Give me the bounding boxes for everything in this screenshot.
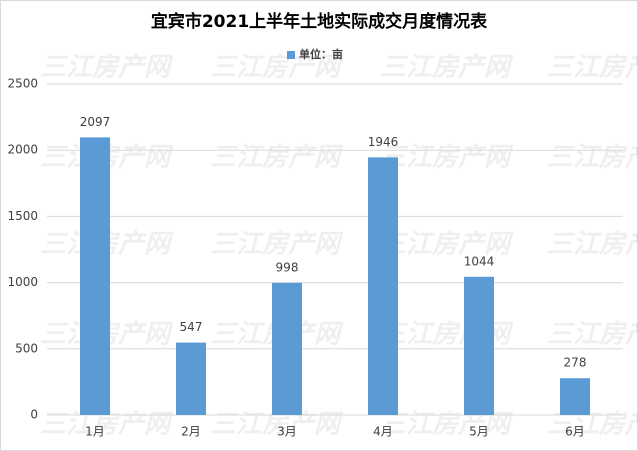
watermark: 三江房产网 [210,230,344,260]
x-tick-label: 4月 [373,425,393,439]
watermark: 三江房产网 [380,143,514,173]
bar [176,342,206,415]
bar [464,276,494,415]
chart-title: 宜宾市2021上半年土地实际成交月度情况表 [151,11,488,32]
y-tick-label: 2500 [7,77,38,91]
legend-swatch [287,51,295,59]
watermark: 三江房产网 [547,230,638,260]
watermark: 三江房产网 [547,143,638,173]
y-tick-label: 0 [30,408,38,422]
y-tick-label: 1000 [7,275,38,289]
bar [368,157,398,415]
x-tick-label: 2月 [181,425,201,439]
y-tick-label: 2000 [7,143,38,157]
watermark: 三江房产网 [547,53,638,83]
x-tick-label: 5月 [469,425,489,439]
watermark: 三江房产网 [210,143,344,173]
bar [80,137,110,416]
data-label: 998 [276,260,299,274]
watermark: 三江房产网 [547,320,638,350]
data-label: 2097 [80,115,111,129]
y-tick-label: 500 [15,341,38,355]
bar [560,378,590,415]
watermark: 三江房产网 [380,53,514,83]
legend-label: 单位：亩 [299,47,343,61]
data-label: 547 [180,320,203,334]
x-tick-label: 1月 [85,425,105,439]
x-tick-label: 3月 [277,425,297,439]
watermark: 三江房产网 [380,230,514,260]
data-label: 1946 [368,135,399,149]
data-label: 1044 [464,254,495,268]
watermark: 三江房产网 [40,53,174,83]
watermark: 三江房产网 [210,53,344,83]
x-tick-label: 6月 [565,425,585,439]
data-label: 278 [564,356,587,370]
y-tick-label: 1500 [7,209,38,223]
bar [272,282,302,415]
